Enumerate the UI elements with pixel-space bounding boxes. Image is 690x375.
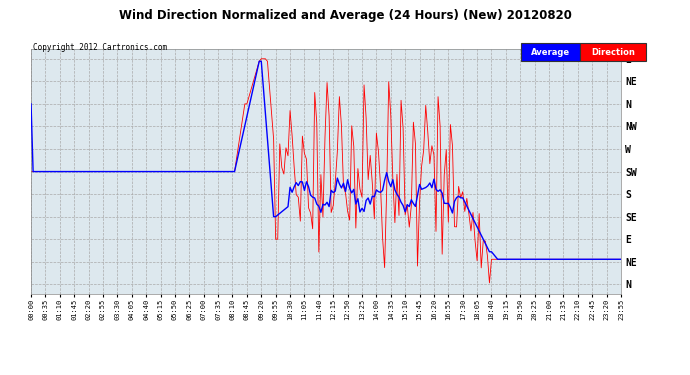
Text: Wind Direction Normalized and Average (24 Hours) (New) 20120820: Wind Direction Normalized and Average (2… (119, 9, 571, 22)
Text: Copyright 2012 Cartronics.com: Copyright 2012 Cartronics.com (33, 43, 167, 52)
Text: Direction: Direction (591, 48, 635, 57)
Text: Average: Average (531, 48, 570, 57)
